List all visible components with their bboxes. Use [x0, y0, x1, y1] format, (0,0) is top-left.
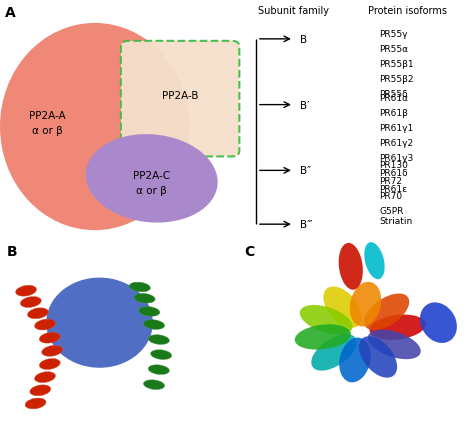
Text: C: C — [244, 244, 255, 258]
Ellipse shape — [20, 297, 41, 308]
Ellipse shape — [359, 337, 397, 378]
Text: PP2A-A
α or β: PP2A-A α or β — [29, 111, 66, 135]
Ellipse shape — [148, 365, 169, 374]
Text: PR130: PR130 — [379, 161, 408, 170]
Ellipse shape — [148, 335, 169, 345]
Text: PR61γ3: PR61γ3 — [379, 154, 413, 163]
Ellipse shape — [151, 350, 172, 360]
Ellipse shape — [90, 291, 100, 306]
Text: PR61ε: PR61ε — [379, 184, 407, 193]
Ellipse shape — [70, 333, 86, 344]
Text: PR70: PR70 — [379, 191, 402, 200]
Ellipse shape — [339, 243, 363, 290]
Text: PP2A-C
α or β: PP2A-C α or β — [133, 170, 170, 195]
Text: PR61α: PR61α — [379, 93, 408, 102]
Ellipse shape — [107, 295, 120, 308]
Text: Subunit family: Subunit family — [258, 6, 329, 16]
Text: PR55δ: PR55δ — [379, 90, 408, 99]
Ellipse shape — [27, 308, 48, 319]
Ellipse shape — [46, 278, 153, 368]
Text: PR55β1: PR55β1 — [379, 60, 414, 69]
Ellipse shape — [134, 294, 155, 303]
Text: B: B — [300, 35, 307, 45]
Text: B‴: B‴ — [300, 220, 312, 230]
Text: PR61β: PR61β — [379, 109, 408, 118]
Text: A: A — [5, 6, 16, 20]
Ellipse shape — [117, 310, 136, 319]
Text: PP2A-B: PP2A-B — [162, 90, 199, 101]
Text: PR55α: PR55α — [379, 45, 408, 54]
Ellipse shape — [339, 338, 371, 383]
Ellipse shape — [62, 319, 81, 327]
Ellipse shape — [35, 372, 55, 383]
Text: PR55β2: PR55β2 — [379, 75, 414, 84]
Ellipse shape — [35, 320, 55, 330]
Text: B″: B″ — [300, 166, 310, 176]
Ellipse shape — [0, 24, 190, 230]
Ellipse shape — [311, 334, 356, 371]
Ellipse shape — [300, 305, 353, 335]
Ellipse shape — [144, 380, 164, 390]
Ellipse shape — [369, 315, 426, 340]
Text: PR55γ: PR55γ — [379, 30, 408, 39]
Text: G5PR: G5PR — [379, 206, 403, 215]
Ellipse shape — [30, 385, 51, 396]
Ellipse shape — [420, 302, 457, 343]
Text: PR61γ1: PR61γ1 — [379, 124, 413, 132]
Text: Striatin: Striatin — [379, 217, 412, 226]
Text: B′: B′ — [300, 101, 309, 110]
Ellipse shape — [25, 398, 46, 409]
Text: B: B — [7, 244, 18, 258]
Ellipse shape — [42, 345, 63, 357]
Ellipse shape — [107, 337, 120, 351]
Ellipse shape — [364, 242, 385, 279]
Ellipse shape — [139, 307, 160, 317]
Text: PR61γ2: PR61γ2 — [379, 139, 413, 148]
Ellipse shape — [364, 294, 409, 330]
Text: PR72: PR72 — [379, 176, 402, 185]
Ellipse shape — [90, 340, 100, 354]
FancyBboxPatch shape — [121, 42, 239, 157]
Ellipse shape — [39, 332, 60, 343]
Ellipse shape — [323, 287, 362, 328]
Text: PR61δ: PR61δ — [379, 169, 408, 178]
Ellipse shape — [350, 282, 381, 327]
Ellipse shape — [295, 325, 351, 350]
Ellipse shape — [368, 330, 421, 360]
Ellipse shape — [86, 135, 218, 223]
Ellipse shape — [16, 285, 36, 296]
Ellipse shape — [117, 327, 136, 336]
Ellipse shape — [144, 320, 164, 330]
Ellipse shape — [70, 302, 86, 313]
Ellipse shape — [129, 282, 150, 292]
Text: Protein isoforms: Protein isoforms — [368, 6, 447, 16]
Ellipse shape — [39, 359, 60, 370]
